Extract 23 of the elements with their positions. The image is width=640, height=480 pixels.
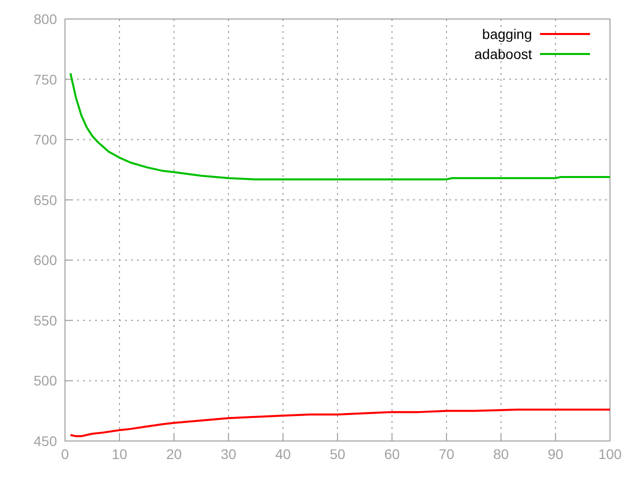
- y-tick-label: 700: [34, 132, 58, 148]
- line-series: [69, 408, 611, 438]
- x-tick-label: 80: [493, 446, 509, 462]
- y-tick-label: 600: [34, 252, 58, 268]
- x-tick-label: 100: [598, 446, 622, 462]
- y-tick-label: 750: [34, 71, 58, 88]
- x-tick-label: 50: [330, 446, 346, 462]
- y-tick-label: 800: [34, 11, 58, 27]
- y-tick-label: 650: [34, 192, 58, 208]
- x-tick-label: 60: [384, 446, 400, 462]
- x-tick-label: 30: [220, 446, 236, 462]
- legend-label: adaboost: [474, 46, 532, 62]
- line-series: [69, 72, 611, 180]
- x-tick-label: 40: [275, 446, 291, 462]
- legend-label: bagging: [482, 26, 532, 42]
- x-tick-label: 70: [438, 446, 454, 462]
- x-tick-label: 0: [61, 446, 70, 462]
- y-tick-label: 550: [34, 312, 58, 328]
- x-tick-label: 90: [548, 446, 564, 462]
- y-tick-label: 450: [34, 433, 58, 449]
- x-tick-label: 10: [112, 446, 128, 462]
- x-tick-label: 20: [166, 446, 182, 462]
- y-tick-label: 500: [34, 372, 58, 389]
